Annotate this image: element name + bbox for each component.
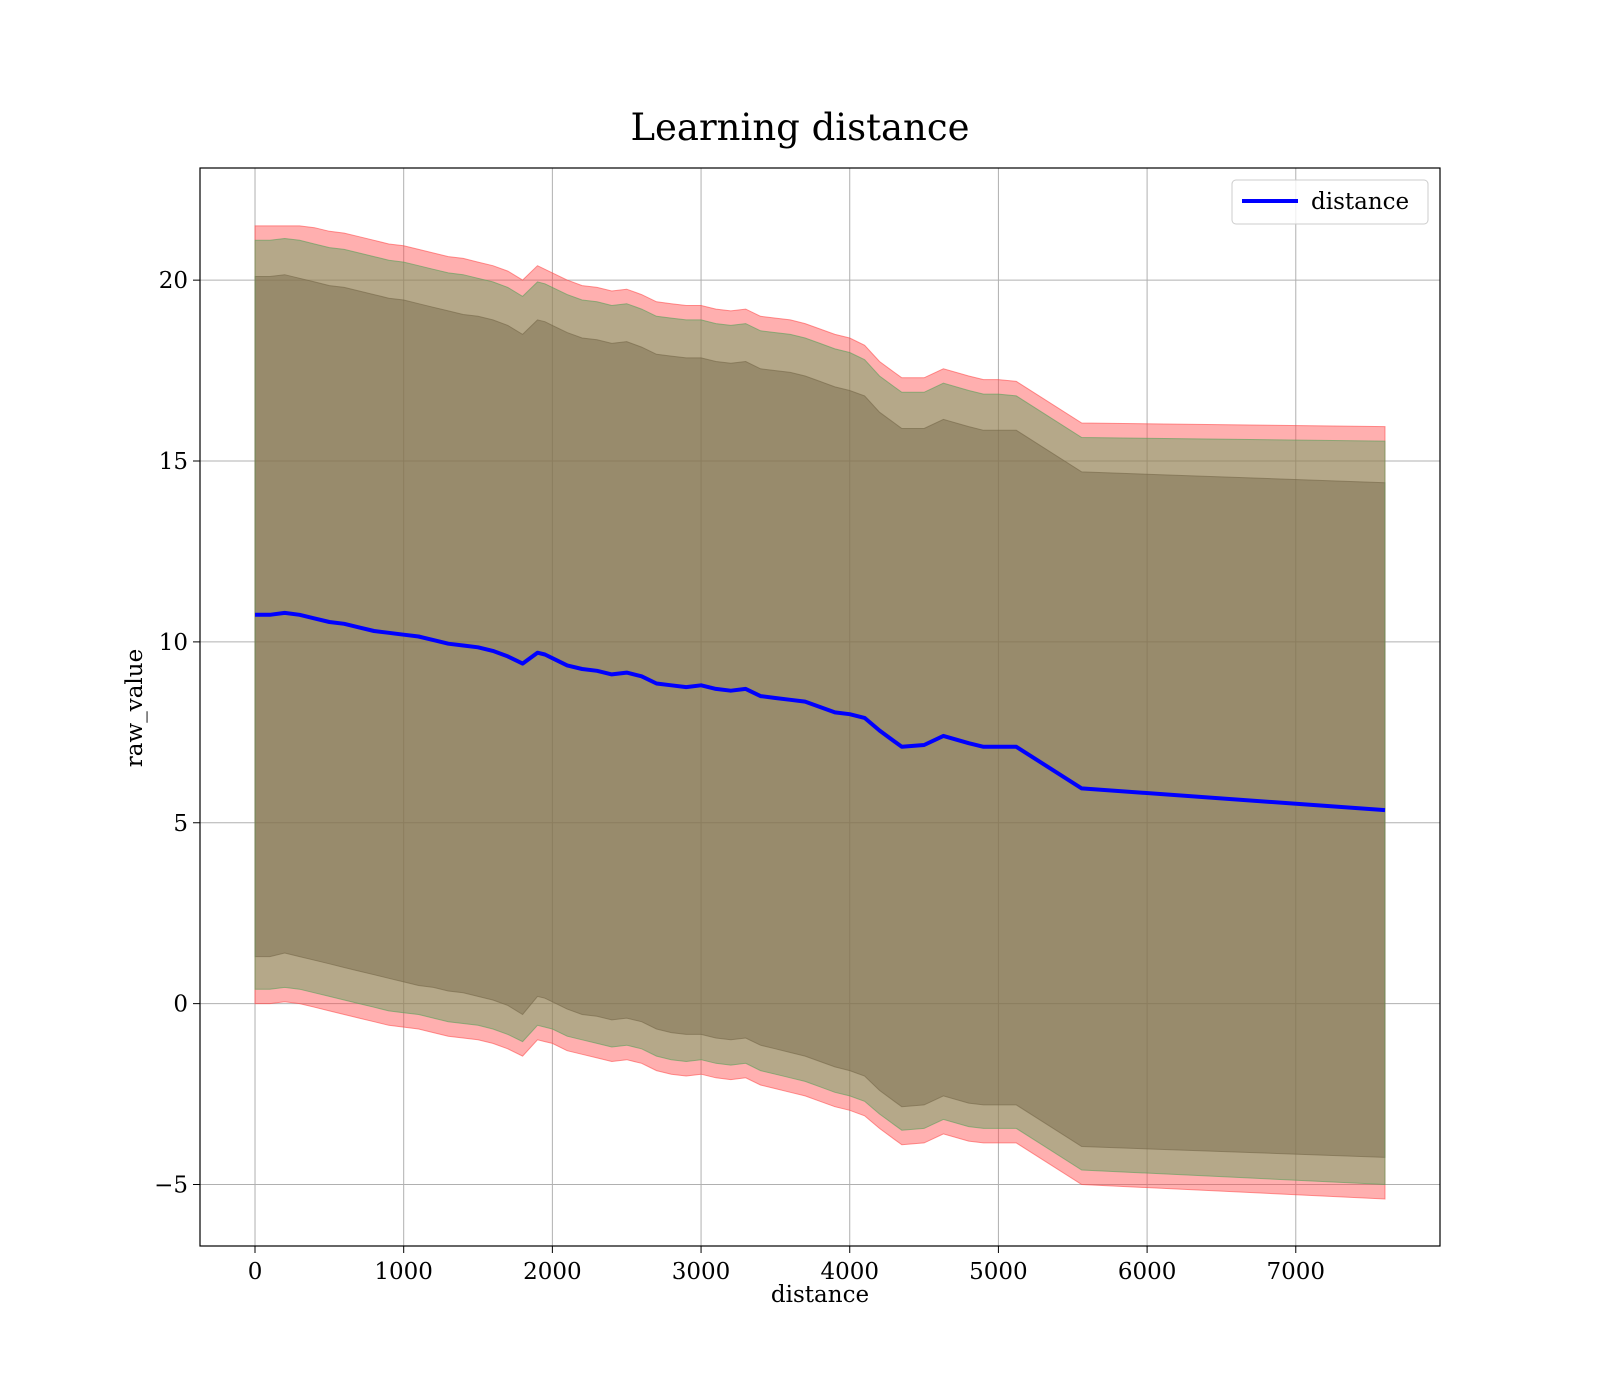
band-2 <box>254 237 1386 1186</box>
series-lines <box>255 610 1386 813</box>
x-tick-label: 3000 <box>672 1259 731 1285</box>
x-axis-ticks: 0 1000 2000 3000 4000 5000 6000 7000 <box>248 1246 1325 1285</box>
y-tick-label: 10 <box>159 630 188 656</box>
x-tick-label: 5000 <box>969 1259 1028 1285</box>
y-tick-label: 15 <box>159 449 188 475</box>
chart-title: Learning distance <box>630 106 969 149</box>
y-tick-label: 5 <box>173 811 188 837</box>
y-tick-label: −5 <box>154 1173 188 1199</box>
y-axis-ticks: −5 0 5 10 15 20 <box>154 268 200 1199</box>
confidence-bands <box>254 225 1386 1200</box>
x-axis-label: distance <box>771 1282 869 1308</box>
x-tick-label: 1000 <box>374 1259 433 1285</box>
y-tick-label: 0 <box>173 992 188 1018</box>
legend-box <box>1231 179 1429 225</box>
y-axis-label: raw_value <box>122 649 148 767</box>
x-tick-label: 0 <box>248 1259 263 1285</box>
x-tick-label: 6000 <box>1118 1259 1177 1285</box>
plot-frame <box>199 167 1441 1247</box>
legend-label-distance: distance <box>1311 189 1409 215</box>
series-line-distance <box>255 610 1386 813</box>
grid-lines <box>200 168 1440 1246</box>
x-tick-label: 4000 <box>820 1259 879 1285</box>
x-tick-label: 2000 <box>523 1259 582 1285</box>
x-tick-label: 7000 <box>1267 1259 1326 1285</box>
band-0 <box>254 225 1386 1200</box>
y-tick-label: 20 <box>159 268 188 294</box>
legend: distance <box>1231 179 1429 225</box>
